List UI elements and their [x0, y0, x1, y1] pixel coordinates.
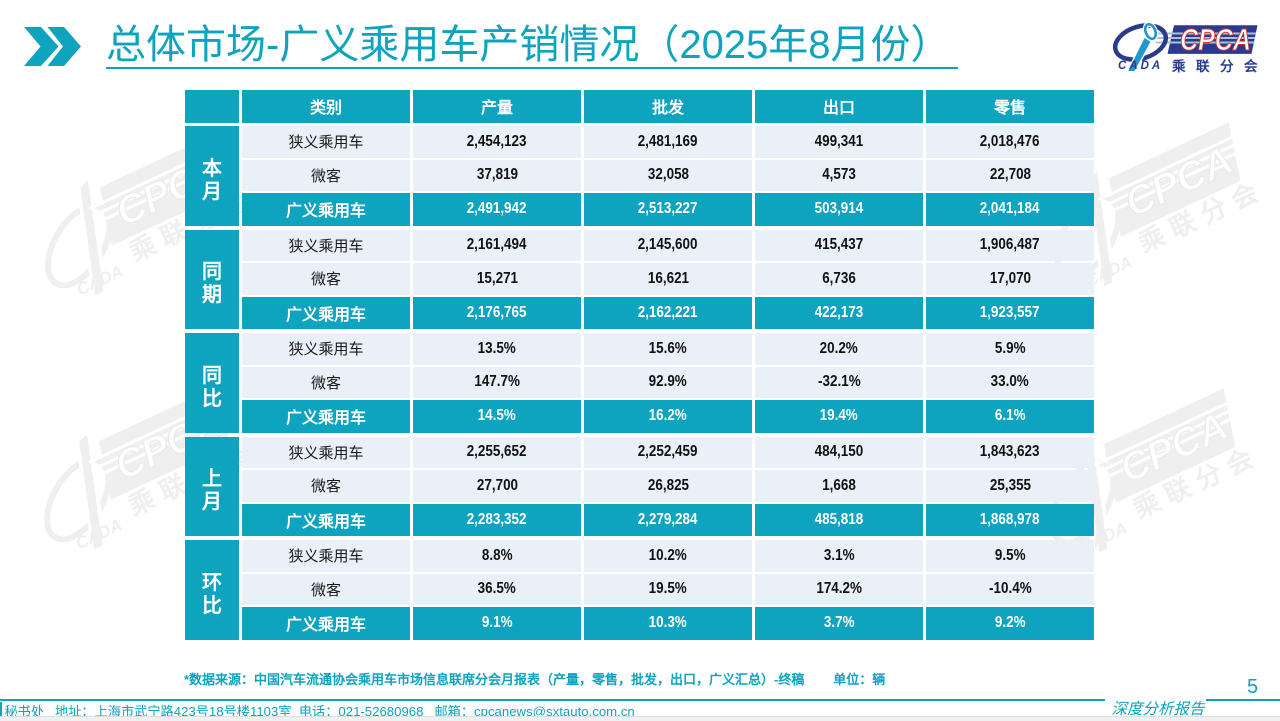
svg-text:乘联分会: 乘联分会 — [1171, 58, 1268, 74]
svg-text:CPCA: CPCA — [1180, 22, 1251, 57]
svg-text:CADA: CADA — [1118, 60, 1163, 72]
